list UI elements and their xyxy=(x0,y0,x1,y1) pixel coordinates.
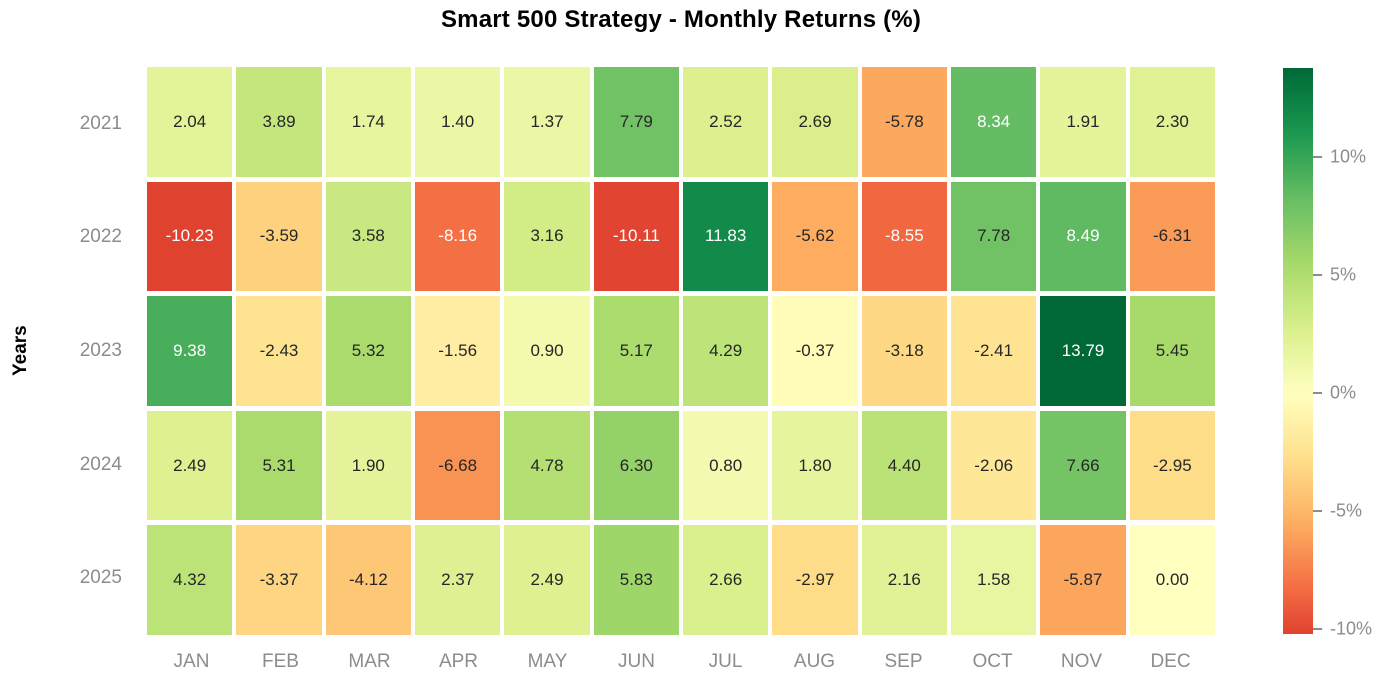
x-tick-label: JUL xyxy=(708,651,743,672)
y-tick-label: 2021 xyxy=(79,112,122,134)
heatmap-cell: 2.16 xyxy=(861,525,947,635)
heatmap-cell: -5.62 xyxy=(772,181,858,292)
x-tick-label: AUG xyxy=(793,651,836,672)
heatmap-cell: -2.95 xyxy=(1129,410,1215,521)
heatmap-cell: -0.37 xyxy=(772,296,858,406)
heatmap-cell: 1.91 xyxy=(1040,67,1126,177)
heatmap-cell: 1.58 xyxy=(951,525,1037,635)
heatmap-cell: 2.69 xyxy=(772,67,858,177)
heatmap-cell: 2.37 xyxy=(415,525,501,635)
heatmap-cell: -6.31 xyxy=(1129,181,1215,292)
x-tick-label: SEP xyxy=(884,651,923,672)
heatmap-cell: 1.74 xyxy=(325,67,411,177)
y-tick-label: 2022 xyxy=(79,226,122,248)
heatmap-cell: -4.12 xyxy=(325,525,411,635)
colorbar-tick-label: 0% xyxy=(1330,382,1357,403)
heatmap-cell: 6.30 xyxy=(593,410,679,521)
y-tick-label: 2025 xyxy=(79,567,122,589)
heatmap-cell: 5.17 xyxy=(593,296,679,406)
heatmap-cell: -5.87 xyxy=(1040,525,1126,635)
x-tick-label: MAR xyxy=(348,651,391,672)
heatmap-cell: -3.18 xyxy=(861,296,947,406)
heatmap-cell: -2.41 xyxy=(951,296,1037,406)
heatmap-cell: 8.34 xyxy=(951,67,1037,177)
heatmap-cell: 3.58 xyxy=(325,181,411,292)
heatmap-cell: 4.78 xyxy=(504,410,590,521)
heatmap-grid: 2.04 3.89 1.74 1.40 1.37 7.79 2.52 2.69 -5.78 8.3… xyxy=(147,67,1215,635)
heatmap-cell: 5.32 xyxy=(325,296,411,406)
heatmap-cell: 1.40 xyxy=(415,67,501,177)
heatmap-cell: -2.06 xyxy=(951,410,1037,521)
heatmap-cell: -10.11 xyxy=(593,181,679,292)
heatmap-cell: 13.79 xyxy=(1040,296,1126,406)
heatmap-cell: 2.49 xyxy=(504,525,590,635)
heatmap-cell: -3.37 xyxy=(236,525,322,635)
heatmap-cell: 11.83 xyxy=(683,181,769,292)
heatmap-cell: -8.55 xyxy=(861,181,947,292)
heatmap-cell: 2.66 xyxy=(683,525,769,635)
colorbar-tick-mark xyxy=(1313,509,1322,512)
x-tick-label: MAY xyxy=(527,651,568,672)
heatmap-cell: 1.80 xyxy=(772,410,858,521)
x-tick-labels: JAN FEB MAR APR MAY JUN JUL AUG SEP OCT NOV DEC xyxy=(147,643,1215,683)
colorbar-tick-label: 10% xyxy=(1330,146,1367,167)
x-tick-label: OCT xyxy=(972,651,1013,672)
heatmap-cell: 4.40 xyxy=(861,410,947,521)
x-tick-label: DEC xyxy=(1150,651,1191,672)
colorbar xyxy=(1283,68,1313,634)
heatmap-cell: 5.31 xyxy=(236,410,322,521)
heatmap-cell: 8.49 xyxy=(1040,181,1126,292)
y-tick-labels: 2021 2022 2023 2024 2025 xyxy=(0,67,131,635)
colorbar-tick-mark xyxy=(1313,627,1322,630)
heatmap-cell: -5.78 xyxy=(861,67,947,177)
heatmap-cell: 7.78 xyxy=(951,181,1037,292)
heatmap-cell: -2.97 xyxy=(772,525,858,635)
heatmap-cell: -10.23 xyxy=(147,181,233,292)
colorbar-tick-label: -10% xyxy=(1330,618,1373,639)
heatmap-cell: 3.16 xyxy=(504,181,590,292)
y-tick-label: 2024 xyxy=(79,453,122,475)
heatmap-cell: -8.16 xyxy=(415,181,501,292)
colorbar-tick-label: 5% xyxy=(1330,264,1357,285)
heatmap-cell: 5.83 xyxy=(593,525,679,635)
heatmap-cell: -2.43 xyxy=(236,296,322,406)
colorbar-tick-mark xyxy=(1313,274,1322,277)
heatmap-cell: 3.89 xyxy=(236,67,322,177)
chart-title: Smart 500 Strategy - Monthly Returns (%) xyxy=(440,6,922,33)
colorbar-tick-label: -5% xyxy=(1330,500,1363,521)
heatmap-cell: -6.68 xyxy=(415,410,501,521)
x-tick-label: JAN xyxy=(173,651,210,672)
heatmap-cell: 0.80 xyxy=(683,410,769,521)
heatmap-cell: 4.29 xyxy=(683,296,769,406)
heatmap-cell: 9.38 xyxy=(147,296,233,406)
x-tick-label: JUN xyxy=(618,651,655,672)
heatmap-cell: 1.90 xyxy=(325,410,411,521)
x-tick-label: FEB xyxy=(262,651,299,672)
heatmap-cell: 4.32 xyxy=(147,525,233,635)
heatmap-cell: 2.52 xyxy=(683,67,769,177)
x-tick-label: NOV xyxy=(1060,651,1103,672)
y-tick-label: 2023 xyxy=(79,339,122,361)
heatmap-cell: 0.90 xyxy=(504,296,590,406)
x-tick-label: APR xyxy=(438,651,479,672)
heatmap-cell: 1.37 xyxy=(504,67,590,177)
heatmap-cell: 0.00 xyxy=(1129,525,1215,635)
colorbar-tick-mark xyxy=(1313,156,1322,159)
heatmap-cell: -1.56 xyxy=(415,296,501,406)
heatmap-cell: 5.45 xyxy=(1129,296,1215,406)
heatmap-cell: 2.49 xyxy=(147,410,233,521)
heatmap-cell: 2.30 xyxy=(1129,67,1215,177)
heatmap-cell: -3.59 xyxy=(236,181,322,292)
heatmap-cell: 7.66 xyxy=(1040,410,1126,521)
heatmap-cell: 2.04 xyxy=(147,67,233,177)
colorbar-tick-mark xyxy=(1313,391,1322,394)
heatmap-cell: 7.79 xyxy=(593,67,679,177)
